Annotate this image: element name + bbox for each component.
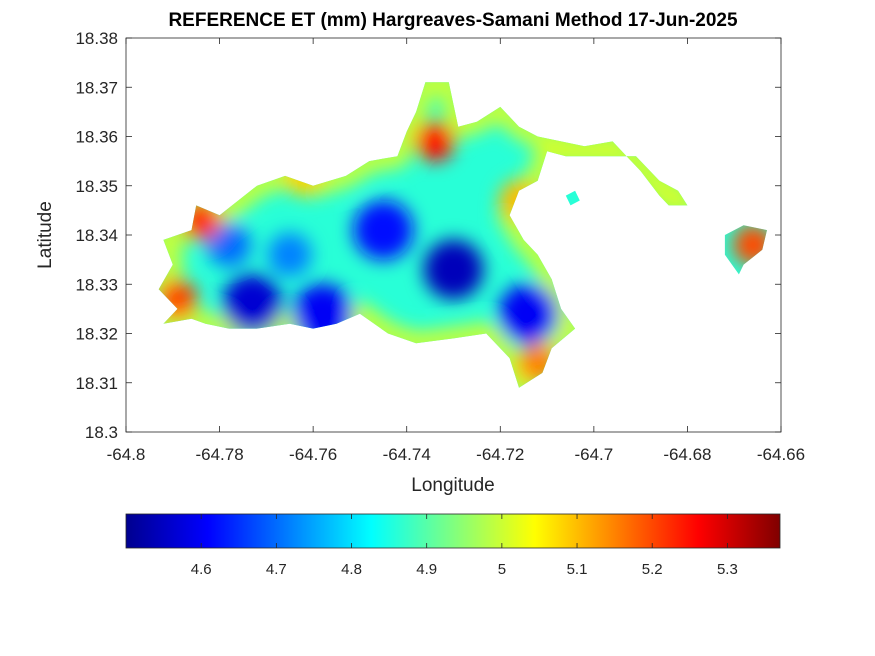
x-tick-label: -64.76	[289, 445, 337, 464]
colorbar-tick: 5.2	[642, 514, 663, 578]
et-zone-low	[353, 200, 414, 261]
y-tick-label: 18.37	[75, 78, 118, 97]
colorbar-tick: 4.6	[191, 514, 212, 578]
y-tick-label: 18.36	[75, 128, 118, 147]
y-tick-label: 18.3	[85, 423, 118, 442]
et-zone-mid	[206, 222, 251, 267]
x-tick-label: -64.78	[195, 445, 243, 464]
x-tick-label: -64.74	[383, 445, 431, 464]
colorbar-tick-label: 5.2	[642, 561, 663, 578]
y-tick-label: 18.38	[75, 29, 118, 48]
y-tick: 18.34	[75, 226, 781, 245]
et-zone-mid	[267, 232, 312, 277]
x-axis-label: Longitude	[411, 475, 494, 496]
x-tick: -64.78	[195, 38, 244, 464]
y-tick-label: 18.34	[75, 226, 118, 245]
x-tick: -64.66	[757, 38, 805, 464]
x-tick: -64.76	[289, 38, 337, 464]
colorbar-ticks: 4.6 4.7 4.8 4.9 5 5.1 5.2 5.3	[191, 514, 738, 578]
y-tick: 18.31	[75, 374, 781, 393]
chart-title: REFERENCE ET (mm) Hargreaves-Samani Meth…	[168, 10, 738, 31]
y-axis-label: Latitude	[35, 201, 56, 269]
colorbar-tick-label: 5	[498, 561, 506, 578]
colorbar-tick-label: 5.3	[717, 561, 738, 578]
y-tick: 18.35	[75, 177, 781, 196]
x-tick: -64.8	[107, 38, 146, 464]
x-axis-ticks: -64.8 -64.78 -64.76 -64.74 -64.72 -64.7 -64.68…	[107, 38, 805, 464]
x-tick-label: -64.7	[574, 445, 613, 464]
et-zone-low	[498, 283, 559, 344]
y-tick-label: 18.33	[75, 275, 118, 294]
colorbar-tick-label: 5.1	[567, 561, 588, 578]
x-tick: -64.74	[383, 38, 431, 464]
y-tick-label: 18.32	[75, 325, 118, 344]
y-axis-ticks: 18.3 18.31 18.32 18.33 18.34 18.35 18.36 18.37 1…	[75, 29, 781, 442]
colorbar-tick-label: 4.8	[341, 561, 362, 578]
colorbar-tick-label: 4.9	[416, 561, 437, 578]
y-tick-label: 18.31	[75, 374, 118, 393]
x-tick: -64.7	[574, 38, 613, 464]
x-tick-label: -64.66	[757, 445, 805, 464]
colorbar-tick-label: 4.7	[266, 561, 287, 578]
colorbar-tick: 5.3	[717, 514, 738, 578]
x-tick-label: -64.8	[107, 445, 146, 464]
x-tick-label: -64.68	[663, 445, 711, 464]
colorbar: 4.6 4.7 4.8 4.9 5 5.1 5.2 5.3	[125, 513, 781, 578]
y-tick: 18.36	[75, 128, 781, 147]
et-zone-low	[423, 239, 484, 300]
x-tick: -64.72	[476, 38, 524, 464]
colorbar-tick: 4.8	[341, 514, 362, 578]
colorbar-tick: 4.7	[266, 514, 287, 578]
colorbar-tick-label: 4.6	[191, 561, 212, 578]
plot-area: -64.8 -64.78 -64.76 -64.74 -64.72 -64.7 -64.68…	[75, 29, 805, 464]
colorbar-tick: 5.1	[567, 514, 588, 578]
colorbar-gradient	[125, 513, 781, 549]
et-zone-high	[414, 121, 455, 162]
y-tick: 18.37	[75, 78, 781, 97]
y-tick: 18.38	[75, 29, 781, 48]
colorbar-tick: 5	[498, 514, 506, 578]
y-tick: 18.32	[75, 325, 781, 344]
y-tick: 18.3	[85, 423, 781, 442]
y-tick: 18.33	[75, 275, 781, 294]
x-tick-label: -64.72	[476, 445, 524, 464]
x-tick: -64.68	[663, 38, 712, 464]
et-zone-low	[222, 273, 283, 334]
colorbar-tick: 4.9	[416, 514, 437, 578]
y-tick-label: 18.35	[75, 177, 118, 196]
